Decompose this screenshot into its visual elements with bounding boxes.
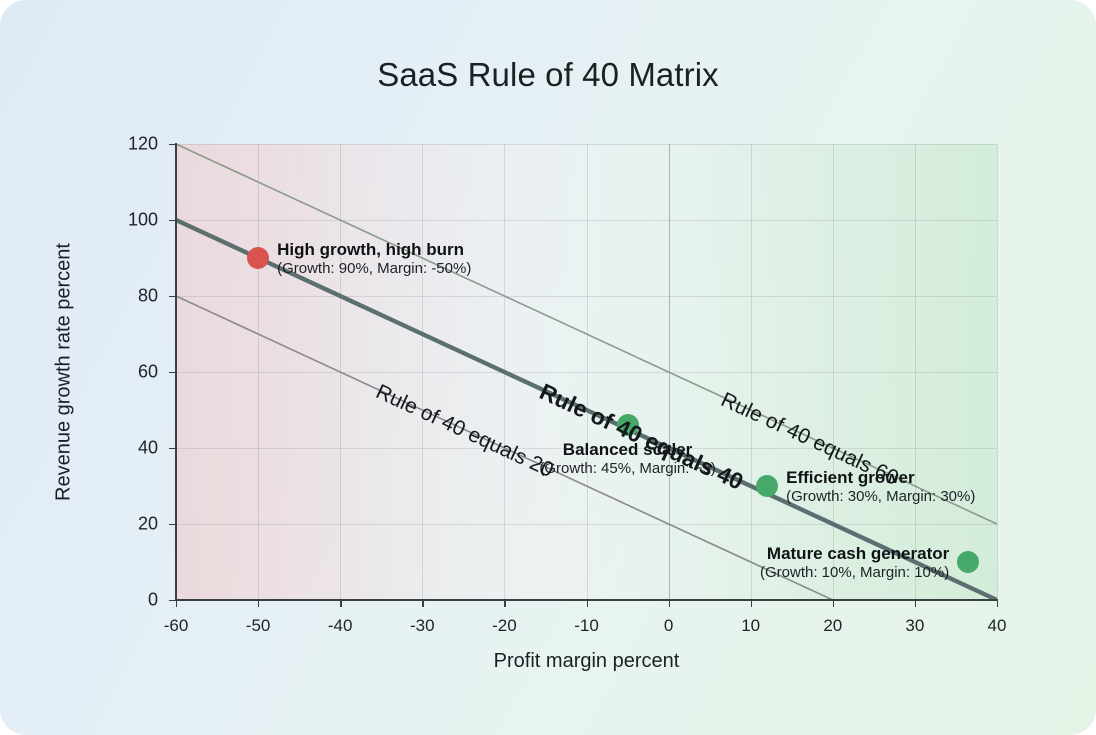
- x-tick-label: 10: [741, 616, 761, 635]
- data-point-detail: (Growth: 45%, Margin: −5): [539, 460, 716, 478]
- y-tick-label: 100: [127, 209, 158, 230]
- y-tick-label: 0: [147, 589, 158, 610]
- data-point-marker[interactable]: [756, 475, 779, 497]
- x-axis-line: [175, 599, 998, 601]
- x-tick-label: -40: [327, 616, 353, 635]
- y-tick-mark: [169, 600, 176, 602]
- data-point-name: Efficient grower: [786, 468, 915, 487]
- x-tick-label: -60: [163, 616, 189, 635]
- data-point-name: High growth, high burn: [277, 240, 465, 259]
- y-tick-mark: [169, 296, 176, 298]
- x-tick-label: 30: [905, 616, 925, 635]
- x-tick-mark: [340, 600, 342, 607]
- gridline-horizontal: [176, 372, 997, 373]
- x-tick-label: -10: [574, 616, 599, 635]
- x-tick-mark: [832, 600, 835, 607]
- gridline-horizontal: [176, 524, 997, 525]
- data-point-label: High growth, high burn (Growth: 90%, Marg…: [277, 240, 471, 277]
- x-tick-mark: [997, 600, 999, 607]
- data-point-label: Efficient grower (Growth: 30%, Margin: 30…: [786, 468, 975, 505]
- gridline-horizontal: [176, 144, 997, 145]
- y-tick-label: 20: [137, 513, 158, 534]
- x-tick-label: 20: [823, 616, 843, 635]
- x-tick-label: -20: [492, 616, 517, 635]
- data-point-name: Mature cash generator: [766, 544, 950, 563]
- data-point-label: Mature cash generator (Growth: 10%, Margi…: [760, 544, 949, 581]
- data-point-marker[interactable]: [957, 551, 980, 573]
- y-tick-mark: [169, 524, 176, 526]
- data-point-marker[interactable]: [247, 247, 270, 269]
- data-point-name: Balanced scaler: [562, 440, 693, 460]
- x-tick-label: 40: [987, 616, 1007, 635]
- x-tick-mark: [176, 600, 178, 607]
- y-axis-line: [175, 143, 177, 601]
- y-tick-label: 80: [137, 285, 158, 306]
- x-tick-mark: [258, 600, 260, 607]
- x-tick-mark: [586, 600, 588, 607]
- y-tick-mark: [169, 220, 176, 222]
- x-tick-label: 0: [663, 616, 674, 635]
- x-tick-mark: [504, 600, 506, 607]
- y-tick-label: 120: [127, 133, 158, 154]
- data-point-detail: (Growth: 10%, Margin: 10%): [760, 564, 950, 581]
- y-axis-title: Revenue growth rate percent: [52, 243, 75, 501]
- gridline-horizontal: [176, 296, 997, 297]
- y-tick-mark: [169, 448, 176, 450]
- y-tick-mark: [169, 372, 176, 374]
- y-tick-label: 40: [137, 437, 158, 458]
- data-point-label: Balanced scaler (Growth: 45%, Margin: −5): [539, 440, 715, 477]
- x-tick-mark: [422, 600, 424, 607]
- x-tick-mark: [668, 600, 670, 607]
- x-tick-label: -30: [410, 616, 435, 635]
- y-tick-mark: [169, 144, 176, 146]
- y-tick-label: 60: [137, 361, 158, 382]
- page-title: SaaS Rule of 40 Matrix: [377, 56, 719, 93]
- x-tick-mark: [914, 600, 917, 607]
- x-axis-title: Profit margin percent: [493, 650, 680, 672]
- gridline-horizontal: [176, 220, 997, 221]
- plot-area: -60 -50 -40 -30 -20 -10 0 10 20 30 40 0 20 40 60 80 100 1…: [128, 134, 1007, 636]
- gridline-vertical: [997, 144, 998, 600]
- data-point-marker[interactable]: [616, 414, 639, 437]
- x-tick-mark: [750, 600, 753, 607]
- x-tick-label: -50: [245, 616, 271, 635]
- data-point-detail: (Growth: 30%, Margin: 30%): [786, 488, 976, 505]
- data-point-detail: (Growth: 90%, Margin: -50%): [277, 260, 472, 277]
